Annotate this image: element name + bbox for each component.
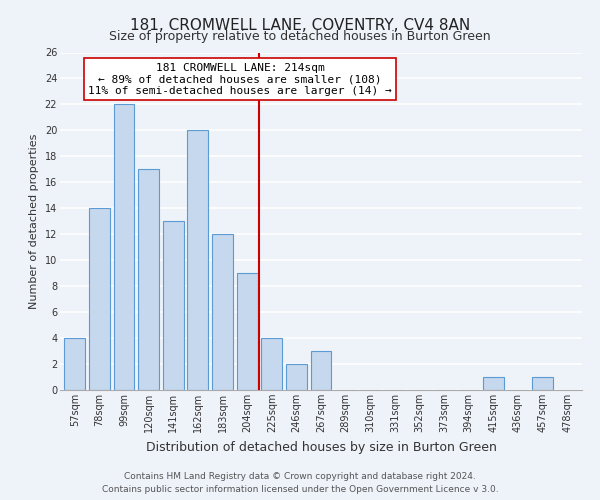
Bar: [236, 273, 257, 390]
Bar: [163, 221, 184, 390]
Text: Contains HM Land Registry data © Crown copyright and database right 2024.
Contai: Contains HM Land Registry data © Crown c…: [101, 472, 499, 494]
Text: Size of property relative to detached houses in Burton Green: Size of property relative to detached ho…: [109, 30, 491, 43]
Y-axis label: Number of detached properties: Number of detached properties: [29, 134, 39, 309]
Bar: [483, 377, 504, 390]
Bar: [89, 208, 110, 390]
Text: 181, CROMWELL LANE, COVENTRY, CV4 8AN: 181, CROMWELL LANE, COVENTRY, CV4 8AN: [130, 18, 470, 32]
Bar: [212, 234, 233, 390]
Bar: [261, 338, 282, 390]
Bar: [113, 104, 134, 390]
Text: 181 CROMWELL LANE: 214sqm
← 89% of detached houses are smaller (108)
11% of semi: 181 CROMWELL LANE: 214sqm ← 89% of detac…: [88, 62, 392, 96]
Bar: [64, 338, 85, 390]
Bar: [138, 170, 159, 390]
Bar: [532, 377, 553, 390]
X-axis label: Distribution of detached houses by size in Burton Green: Distribution of detached houses by size …: [146, 440, 496, 454]
Bar: [311, 351, 331, 390]
Bar: [286, 364, 307, 390]
Bar: [187, 130, 208, 390]
